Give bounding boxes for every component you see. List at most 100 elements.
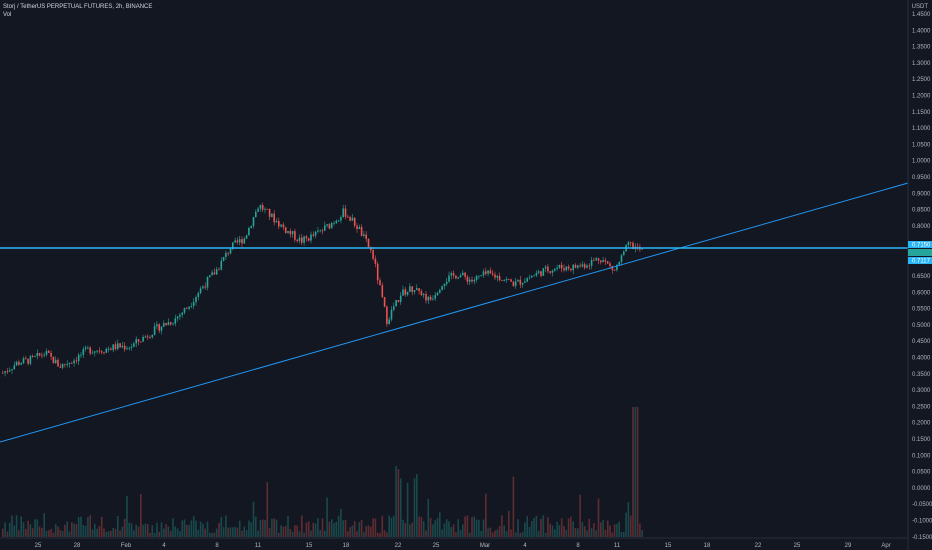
candle-body [248, 227, 250, 236]
candle-body [167, 322, 170, 326]
time-tick-label: 11 [614, 543, 621, 549]
volume-indicator-label[interactable]: Vol [3, 12, 12, 18]
time-axis[interactable]: 25 28 Feb 4 8 11 15 18 22 25 Mar 4 8 11 15 18 22 25 29 Apr [0, 537, 908, 549]
candle-body [128, 347, 131, 349]
volume-bar [202, 523, 204, 537]
candle-body [146, 336, 149, 338]
candle-body [257, 208, 259, 212]
candle-body [68, 362, 71, 365]
candle-body [381, 285, 384, 298]
candle-body [114, 344, 117, 349]
candle-body [616, 264, 618, 271]
volume-bar [604, 529, 607, 537]
volume-bar [374, 518, 377, 537]
volume-bar [570, 516, 572, 537]
volume-bar [535, 515, 538, 537]
volume-bar [183, 519, 186, 537]
trendline[interactable] [0, 182, 909, 443]
candle-body [395, 300, 397, 307]
candle-body [606, 261, 609, 264]
candle-body [393, 306, 395, 310]
volume-bar [434, 520, 436, 537]
volume-bar [50, 528, 52, 537]
volume-bar [261, 519, 264, 537]
volume-bar [271, 518, 273, 537]
volume-bar [514, 532, 517, 537]
symbol-title[interactable]: Storj / TetherUS PERPETUAL FUTURES, 2h, … [3, 4, 153, 10]
candle-body [363, 234, 365, 236]
volume-bar [337, 515, 340, 537]
candle-body [268, 208, 271, 217]
candle-body [287, 231, 289, 233]
volume-bar [15, 515, 18, 537]
candle-body [535, 272, 538, 276]
candle-body [45, 350, 48, 355]
price-tick-label: -0.1000 [912, 519, 932, 525]
current-price-badges: 0.7150 0.7117 [908, 241, 932, 265]
candle-body [418, 288, 420, 292]
candle-body [172, 323, 174, 325]
volume-bar [379, 532, 381, 537]
volume-bar [418, 516, 420, 537]
volume-bar [344, 519, 347, 537]
candle-body [501, 279, 503, 281]
time-tick-label: 25 [433, 543, 440, 549]
volume-bar [273, 518, 275, 537]
volume-bar [296, 525, 298, 537]
candle-body [427, 296, 430, 301]
time-tick-label: 11 [255, 543, 262, 549]
candle-body [374, 258, 377, 264]
candle-body [487, 270, 489, 274]
volume-bar [245, 529, 248, 537]
volume-bar [174, 526, 177, 537]
volume-bar [558, 525, 561, 537]
candle-body [491, 273, 494, 275]
volume-bar [241, 530, 243, 537]
volume-bar [172, 518, 174, 537]
volume-bar [641, 530, 643, 537]
volume-bar [347, 531, 349, 537]
volume-bar [11, 515, 13, 537]
candle-body [326, 224, 328, 226]
volume-bar [137, 526, 140, 537]
price-axis[interactable]: 1.4500 1.4000 1.3500 1.3000 1.2500 1.2000 1.15… [907, 0, 932, 550]
candle-body [89, 347, 91, 354]
volume-bar [441, 529, 443, 537]
volume-bar [218, 522, 220, 537]
candle-body [59, 366, 62, 368]
volume-bar [551, 525, 554, 537]
volume-bar [66, 521, 68, 537]
volume-bar [252, 501, 255, 537]
volume-bar [340, 508, 342, 537]
volume-bar [588, 518, 591, 537]
volume-bar [54, 524, 57, 537]
volume-bar [370, 526, 372, 537]
time-tick-label: 4 [523, 543, 527, 549]
price-tick-label: 1.0000 [912, 159, 931, 165]
candle-body [144, 336, 147, 338]
volume-bar [574, 528, 577, 537]
candle-body [611, 265, 614, 270]
volume-bar [464, 516, 466, 537]
candle-body [179, 314, 181, 317]
volume-bar [503, 525, 505, 537]
volume-bar [471, 517, 473, 537]
candle-body [130, 346, 133, 348]
volume-bar [342, 520, 344, 537]
volume-bar [89, 515, 91, 537]
volume-bar [82, 525, 85, 537]
volume-bar [75, 524, 78, 537]
volume-bar [238, 520, 241, 537]
volume-bar [195, 520, 197, 537]
candle-body [211, 272, 213, 276]
volume-bar [639, 523, 641, 537]
volume-bar [243, 526, 246, 537]
volume-bar [485, 493, 487, 537]
volume-layer [2, 407, 643, 537]
volume-bar [363, 531, 365, 537]
candle-body [409, 286, 411, 292]
last-price-badge [908, 249, 932, 256]
candle-body [618, 262, 620, 265]
candle-body [577, 265, 579, 268]
